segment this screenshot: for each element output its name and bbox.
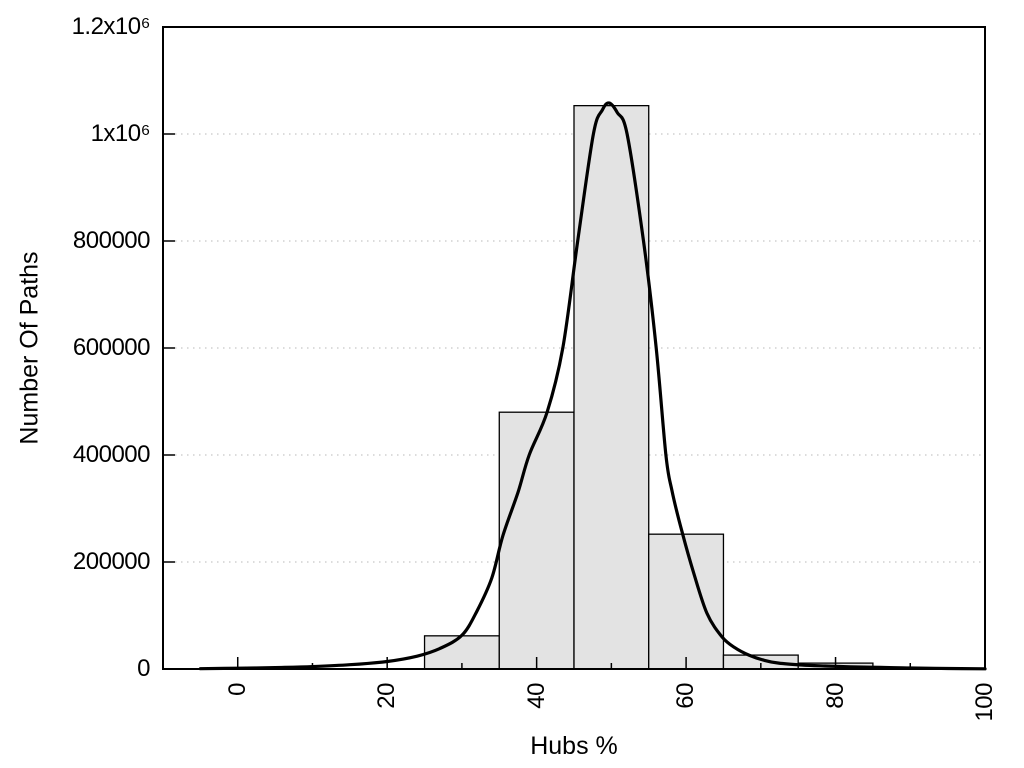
y-axis-tick-label: 200000 [72, 548, 151, 575]
x-axis-tick-label: 40 [522, 683, 550, 709]
y-axis-tick-label: 1x10⁶ [90, 120, 151, 147]
smooth-fit-curve [198, 101, 987, 671]
y-axis-tick-label: 400000 [72, 441, 151, 468]
x-axis-tick-label: 100 [971, 683, 998, 722]
x-axis-tick-label: 20 [373, 683, 401, 709]
y-axis-tick-label: 600000 [72, 334, 151, 361]
y-axis-tick-label: 1.2x10⁶ [71, 13, 151, 40]
y-axis-title: Number Of Paths [15, 251, 44, 445]
x-axis-tick-label: 80 [821, 683, 849, 709]
y-axis-tick-label: 800000 [72, 227, 151, 254]
x-axis-title: Hubs % [530, 732, 618, 760]
histogram-bar [498, 411, 575, 670]
x-axis-tick-label: 0 [223, 683, 251, 696]
x-axis-tick-label: 60 [672, 683, 700, 709]
y-axis-tick-label: 0 [137, 655, 150, 682]
histogram-bar [648, 533, 725, 670]
